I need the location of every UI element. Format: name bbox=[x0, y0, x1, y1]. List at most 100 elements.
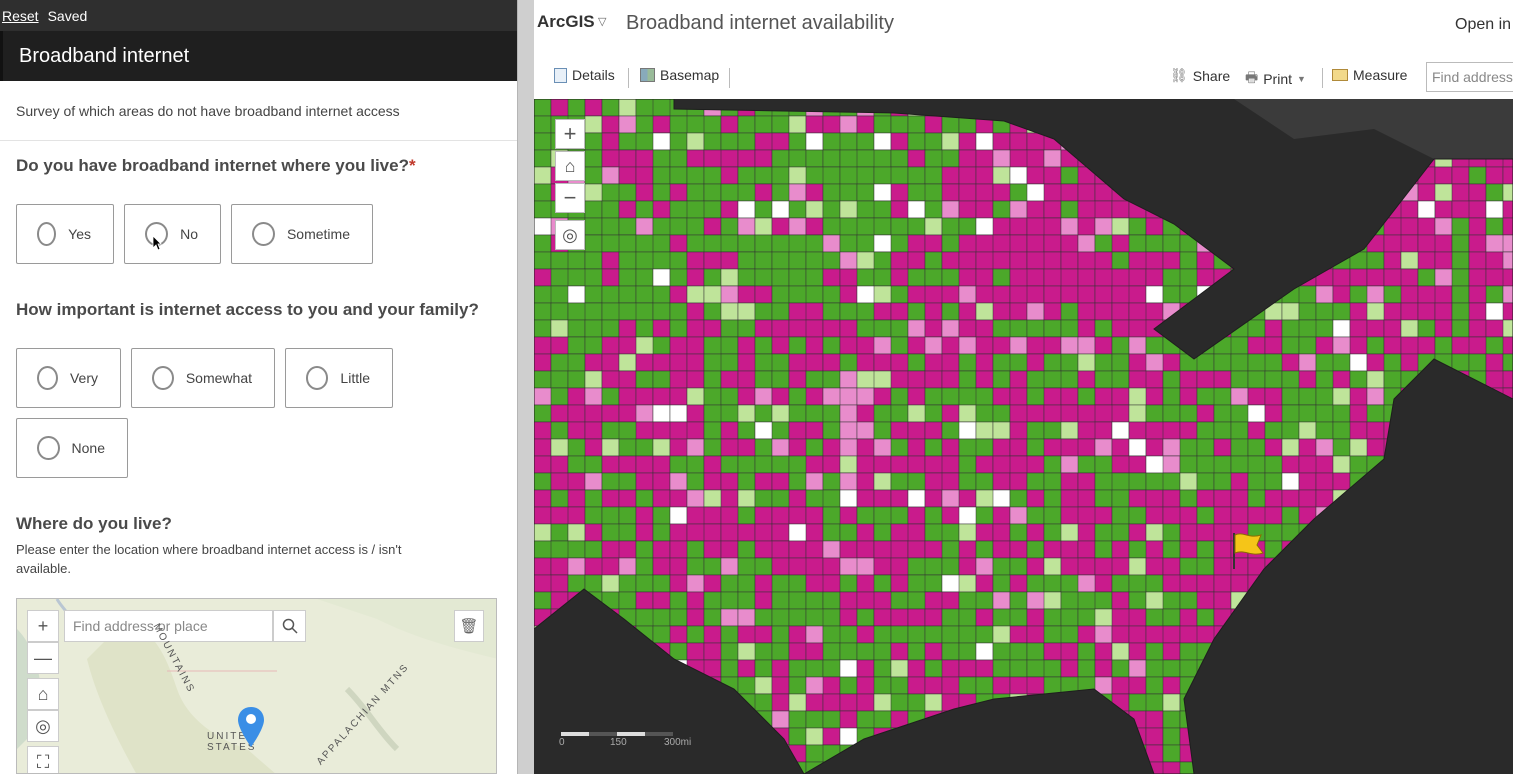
radio-icon[interactable] bbox=[37, 222, 57, 246]
county-cell bbox=[1077, 455, 1096, 474]
option-somewhat[interactable]: Somewhat bbox=[131, 348, 275, 408]
county-cell bbox=[1298, 404, 1317, 423]
radio-icon[interactable] bbox=[306, 366, 329, 390]
zoom-in-button[interactable]: + bbox=[555, 119, 585, 149]
county-cell bbox=[805, 387, 824, 406]
mini-locate-icon[interactable]: ◎ bbox=[27, 710, 59, 742]
county-cell bbox=[1009, 387, 1028, 406]
county-cell bbox=[1111, 574, 1130, 593]
search-icon[interactable] bbox=[273, 610, 306, 642]
county-cell bbox=[1196, 438, 1215, 457]
county-cell bbox=[992, 302, 1011, 321]
county-cell bbox=[1145, 268, 1164, 287]
option-no[interactable]: No bbox=[124, 204, 221, 264]
county-cell bbox=[1060, 234, 1079, 253]
county-cell bbox=[856, 183, 875, 202]
county-cell bbox=[754, 285, 773, 304]
county-cell bbox=[1264, 472, 1283, 491]
radio-icon[interactable] bbox=[37, 436, 60, 460]
county-cell bbox=[941, 200, 960, 219]
mini-zoom-in-button[interactable]: + bbox=[27, 610, 59, 642]
importance-options: Very Somewhat Little None bbox=[16, 348, 496, 478]
county-cell bbox=[584, 285, 603, 304]
measure-button[interactable]: Measure bbox=[1332, 67, 1407, 83]
radio-icon[interactable] bbox=[252, 222, 275, 246]
locate-icon[interactable]: ◎ bbox=[555, 220, 585, 250]
county-cell bbox=[618, 183, 637, 202]
mini-zoom-out-button[interactable]: — bbox=[27, 642, 59, 674]
split-divider[interactable] bbox=[517, 0, 534, 774]
county-cell bbox=[567, 540, 586, 559]
radio-icon[interactable] bbox=[152, 366, 174, 390]
question-broadband: Do you have broadband internet where you… bbox=[0, 156, 416, 176]
location-pin-icon[interactable] bbox=[238, 707, 264, 747]
print-icon: 🖶 bbox=[1245, 69, 1259, 85]
flag-marker-icon[interactable] bbox=[1231, 531, 1267, 571]
county-cell bbox=[1162, 642, 1181, 661]
county-cell bbox=[618, 285, 637, 304]
county-cell bbox=[924, 234, 943, 253]
county-cell bbox=[822, 251, 841, 270]
county-cell bbox=[788, 727, 807, 746]
county-cell bbox=[1026, 557, 1045, 576]
arcgis-brand[interactable]: ArcGIS bbox=[537, 12, 595, 31]
location-map[interactable]: + — ⌂ ◎ ⛶ Find address or place 🗑 MOUNTA… bbox=[16, 598, 497, 774]
county-cell bbox=[1502, 370, 1513, 389]
mini-search-input[interactable]: Find address or place bbox=[64, 610, 273, 642]
county-cell bbox=[601, 251, 620, 270]
basemap-button[interactable]: Basemap bbox=[640, 67, 719, 83]
chevron-down-icon[interactable]: ▽ bbox=[598, 16, 607, 28]
county-cell bbox=[1043, 200, 1062, 219]
find-address-input[interactable]: Find address bbox=[1426, 62, 1513, 92]
county-cell bbox=[601, 132, 620, 151]
county-cell bbox=[754, 625, 773, 644]
option-very[interactable]: Very bbox=[16, 348, 121, 408]
county-cell bbox=[635, 302, 654, 321]
county-cell bbox=[788, 506, 807, 525]
details-button[interactable]: Details bbox=[554, 67, 615, 83]
county-cell bbox=[788, 421, 807, 440]
county-cell bbox=[992, 523, 1011, 542]
county-cell bbox=[907, 676, 926, 695]
county-cell bbox=[958, 625, 977, 644]
county-cell bbox=[754, 200, 773, 219]
county-cell bbox=[890, 659, 909, 678]
zoom-out-button[interactable]: − bbox=[555, 183, 585, 213]
county-cell bbox=[737, 166, 756, 185]
county-cell bbox=[1451, 268, 1470, 287]
mini-fullscreen-icon[interactable]: ⛶ bbox=[27, 746, 59, 773]
option-none[interactable]: None bbox=[16, 418, 128, 478]
home-icon[interactable]: ⌂ bbox=[555, 151, 585, 181]
county-cell bbox=[992, 166, 1011, 185]
option-little[interactable]: Little bbox=[285, 348, 393, 408]
county-cell bbox=[1247, 336, 1266, 355]
county-cell bbox=[703, 200, 722, 219]
radio-icon[interactable] bbox=[37, 366, 58, 390]
county-cell bbox=[669, 319, 688, 338]
county-cell bbox=[856, 132, 875, 151]
mini-home-icon[interactable]: ⌂ bbox=[27, 678, 59, 710]
required-mark: * bbox=[408, 156, 416, 175]
choropleth-map[interactable]: + ⌂ − ◎ 0 150 300mi bbox=[534, 99, 1513, 774]
trash-icon[interactable]: 🗑 bbox=[454, 610, 484, 642]
county-cell bbox=[1060, 370, 1079, 389]
county-cell bbox=[737, 200, 756, 219]
county-cell bbox=[992, 506, 1011, 525]
option-yes[interactable]: Yes bbox=[16, 204, 114, 264]
county-cell bbox=[1434, 217, 1453, 236]
option-sometime[interactable]: Sometime bbox=[231, 204, 373, 264]
county-cell bbox=[771, 251, 790, 270]
county-cell bbox=[1111, 659, 1130, 678]
county-cell bbox=[754, 387, 773, 406]
share-button[interactable]: ⛓ Share bbox=[1170, 67, 1230, 84]
county-cell bbox=[1145, 489, 1164, 508]
county-cell bbox=[567, 251, 586, 270]
open-in-link[interactable]: Open in bbox=[1455, 16, 1512, 33]
county-cell bbox=[1026, 234, 1045, 253]
county-cell bbox=[788, 625, 807, 644]
county-cell bbox=[737, 659, 756, 678]
print-button[interactable]: 🖶 Print ▼ bbox=[1245, 67, 1306, 91]
county-cell bbox=[1009, 608, 1028, 627]
reset-link[interactable]: Reset bbox=[2, 7, 39, 24]
county-cell bbox=[873, 557, 892, 576]
